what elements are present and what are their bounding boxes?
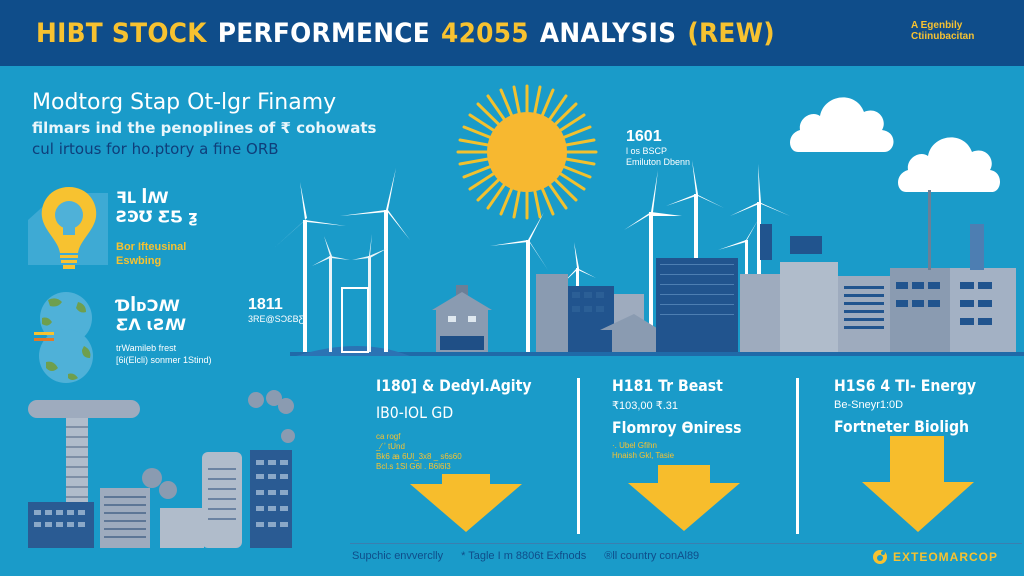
down-arrow-icon [628, 465, 740, 531]
header-subtitle: A Egenbily Ctiinubacitan [911, 20, 974, 42]
column-note: Hnaish Gkl, Tasie [612, 451, 675, 460]
footer-item: ®ll country conAl89 [604, 550, 700, 562]
globe-icon [34, 292, 93, 383]
stat-value: 1811 [248, 296, 283, 313]
wind-turbine-icon [624, 170, 682, 352]
stat-label: 3RE@SƆƐBƸ [248, 314, 305, 324]
feature-globe: ƊꟾᴅƆꟿ ƸɅ ɩƧꟿ trWamileb frest [6i(Elcli) … [116, 296, 212, 366]
title-part: HIBT STOCK [36, 17, 207, 49]
renewable-city-scene [274, 160, 1024, 356]
title-part: 42055 [441, 17, 529, 49]
header-banner: HIBT STOCK PERFORMENCE 42055 ANALYSIS (R… [0, 0, 1024, 66]
column-heading: I180] & Dedyl.Agity [376, 376, 532, 395]
footer-divider [350, 543, 1022, 544]
feature-caption: Eswbing [116, 255, 162, 267]
wind-turbine-icon [340, 168, 410, 352]
cloud-icon [790, 97, 894, 152]
feature-title: ƧϿƱ ƸƼ ƺ [116, 207, 198, 226]
down-arrow-icon [862, 436, 974, 532]
column-subheading: IB0-IOL GD [376, 403, 454, 422]
house-icon [432, 285, 492, 352]
cloud-icon [898, 137, 1000, 192]
column-note: ca rogf [376, 432, 401, 441]
column-divider [796, 378, 799, 534]
city-skyline-scene [28, 390, 295, 548]
feature-title: ƊꟾᴅƆꟿ [116, 296, 180, 315]
column-heading: H1S6 4 TI- Energy [834, 376, 977, 395]
column-note: ·. Ubel Gfihn [612, 441, 657, 450]
column-heading: Fortneter Bioligh [834, 417, 970, 436]
stat-1811: 1811 3RE@SƆƐBƸ [248, 296, 304, 325]
brand-name: EXTEOMARCOP [893, 550, 999, 564]
feature-caption: trWamileb frest [116, 343, 177, 353]
column-note: Bcl.s 1Sl G6l . B6l6l3 [376, 462, 451, 471]
column-note: _⁄ ʼ tUnd [376, 442, 405, 451]
column-2: H181 Tr Beast ₹103,00 ₹.31 Flomroy Ɵnire… [612, 376, 792, 556]
stat-value: 1601 [626, 128, 662, 145]
stat-label: Emiluton Dbenn [626, 157, 691, 167]
column-heading: H181 Tr Beast [612, 376, 723, 395]
down-arrow-icon [410, 474, 522, 532]
brand-icon [873, 550, 887, 564]
column-3: H1S6 4 TI- Energy Be-Sneyr1:0D Fortneter… [834, 376, 1014, 556]
footer-item: * Tagle I m 8806t Exfnods [461, 550, 587, 562]
subtitle-line: A Egenbily [911, 20, 963, 31]
wind-turbine-icon [490, 212, 548, 352]
brand-logo: EXTEOMARCOP [872, 549, 998, 565]
title-part: PERFORMENCE [217, 17, 431, 49]
intro-heading: Modtorg Stap Ot-lgr Finamy [32, 90, 337, 115]
column-1: I180] & Dedyl.Agity IB0-IOL GD ca rogf _… [376, 376, 566, 556]
stat-1601: 1601 l os BSCP Emiluton Dbenn [626, 128, 690, 168]
intro-line: cul irtous for ho.ptory a fine ORB [32, 140, 279, 158]
column-heading: Flomroy Ɵniress [612, 418, 742, 437]
column-note: Bk6 ꜳ 6Ul_3x8 _ s6s60 [376, 452, 462, 461]
subtitle-line: Ctiinubacitan [911, 31, 975, 42]
sun-icon [456, 84, 598, 220]
feature-caption: Bor Ifteusinal [116, 241, 187, 253]
intro-block: Modtorg Stap Ot-lgr Finamy filmars ind t… [32, 90, 376, 158]
wind-turbine-icon [312, 236, 350, 352]
lightbulb-icon [28, 187, 108, 269]
feature-lightbulb: ꟻԼ ꟾꟿ ƧϿƱ ƸƼ ƺ Bor Ifteusinal Eswbing [116, 188, 197, 268]
column-notes: ca rogf _⁄ ʼ tUnd Bk6 ꜳ 6Ul_3x8 _ s6s60 … [376, 432, 566, 472]
feature-title: ꟻԼ ꟾꟿ [116, 188, 169, 207]
footer: Supchic envverclly * Tagle I m 8806t Exf… [352, 550, 699, 562]
column-divider [577, 378, 580, 534]
column-subheading: Be-Sneyr1:0D [834, 399, 904, 411]
feature-title: ƸɅ ɩƧꟿ [116, 315, 187, 334]
feature-caption: [6i(Elcli) sonmer 1Stind) [116, 355, 212, 365]
column-notes: ·. Ubel Gfihn Hnaish Gkl, Tasie [612, 441, 792, 461]
intro-line: filmars ind the penoplines of ₹ cohowats [32, 119, 377, 137]
title-part: ANALYSIS [539, 17, 677, 49]
wind-turbine-icon [352, 234, 388, 352]
footer-item: Supchic envverclly [352, 550, 444, 562]
stat-label: l os BSCP [626, 146, 668, 156]
title-part: (REW) [687, 17, 775, 49]
wind-turbine-icon [274, 182, 346, 352]
column-subheading: ₹103,00 ₹.31 [612, 400, 678, 412]
page-title: HIBT STOCK PERFORMENCE 42055 ANALYSIS (R… [36, 18, 775, 49]
